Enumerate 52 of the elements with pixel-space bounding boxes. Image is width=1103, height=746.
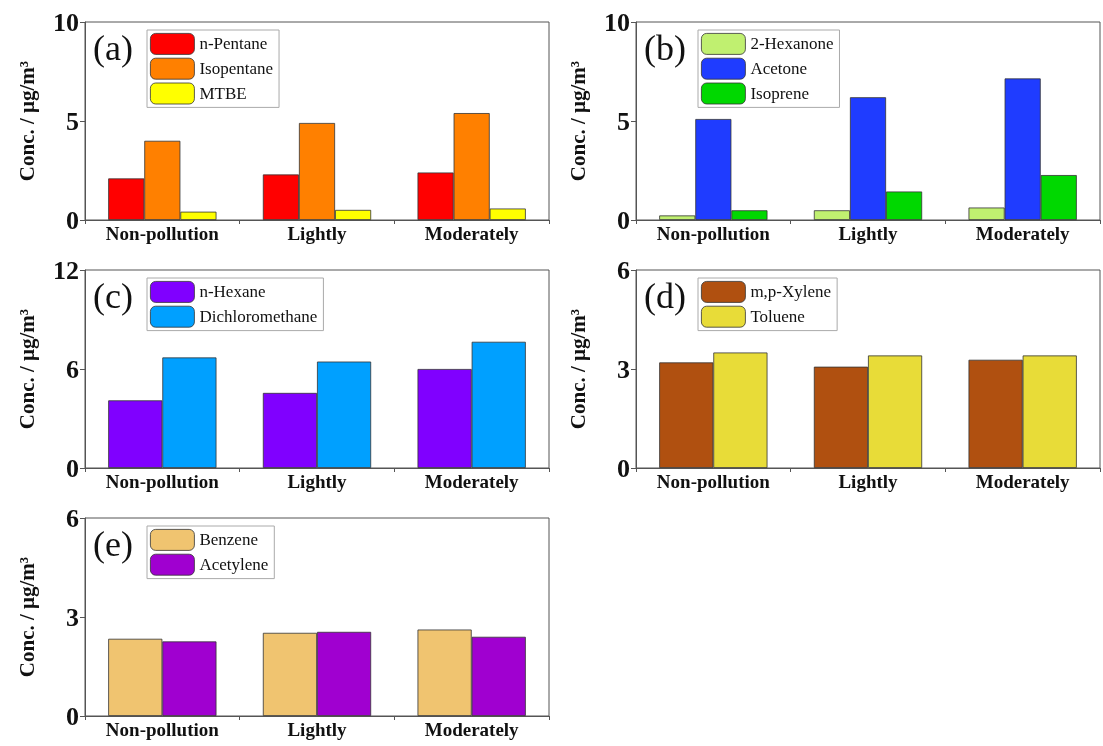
y-tick-label: 0 [617, 453, 630, 483]
legend-label: MTBE [199, 84, 247, 103]
legend-label: Isoprene [750, 84, 809, 103]
x-tick-label: Lightly [287, 470, 348, 492]
x-tick-label: Moderately [975, 470, 1071, 492]
legend-label: Acetylene [199, 555, 269, 575]
y-axis-title: Conc. / μg/m³ [565, 60, 590, 182]
y-tick-label: 10 [53, 7, 79, 37]
y-tick-label: 5 [617, 106, 630, 136]
x-tick-label: Moderately [424, 470, 520, 492]
y-tick-label: 0 [66, 701, 79, 731]
x-tick-label: Lightly [287, 718, 348, 740]
y-axis-title: Conc. / μg/m³ [14, 556, 39, 678]
y-tick-label: 6 [66, 354, 79, 384]
y-tick-label: 6 [66, 503, 79, 533]
annotation: (a) [93, 28, 133, 68]
legend-label: Benzene [199, 530, 258, 550]
legend-label: Toluene [750, 307, 805, 327]
legend-label: n-Pentane [199, 34, 268, 54]
x-tick-label: Non-pollution [656, 222, 771, 244]
y-axis-title: Conc. / μg/m³ [14, 308, 39, 430]
x-tick-label: Lightly [287, 222, 348, 244]
x-tick-label: Non-pollution [105, 470, 220, 492]
legend-label: Acetone [750, 59, 808, 79]
x-tick-label: Moderately [424, 718, 520, 740]
legend-label: Isopentane [199, 59, 274, 79]
x-tick-label: Non-pollution [105, 718, 220, 740]
y-axis-title: Conc. / μg/m³ [14, 60, 39, 182]
annotation: (d) [644, 276, 686, 316]
y-tick-label: 6 [617, 255, 630, 285]
y-tick-label: 3 [66, 602, 79, 632]
x-tick-label: Moderately [975, 222, 1071, 244]
x-tick-label: Non-pollution [656, 470, 771, 492]
y-tick-label: 0 [66, 205, 79, 235]
annotation: (e) [93, 524, 133, 564]
legend-label: Dichloromethane [199, 307, 318, 327]
legend-label: 2-Hexanone [750, 34, 834, 54]
y-tick-label: 0 [66, 453, 79, 483]
x-tick-label: Lightly [838, 470, 899, 492]
x-tick-label: Non-pollution [105, 222, 220, 244]
y-tick-label: 0 [617, 205, 630, 235]
y-tick-label: 3 [617, 354, 630, 384]
y-axis-title: Conc. / μg/m³ [565, 308, 590, 430]
y-tick-label: 12 [53, 255, 79, 285]
y-tick-label: 5 [66, 106, 79, 136]
x-tick-label: Lightly [838, 222, 899, 244]
annotation: (c) [93, 276, 133, 316]
legend-label: m,p-Xylene [750, 282, 832, 302]
legend-label: n-Hexane [199, 282, 266, 302]
x-tick-label: Moderately [424, 222, 520, 244]
annotation: (b) [644, 28, 686, 68]
y-tick-label: 10 [604, 7, 630, 37]
